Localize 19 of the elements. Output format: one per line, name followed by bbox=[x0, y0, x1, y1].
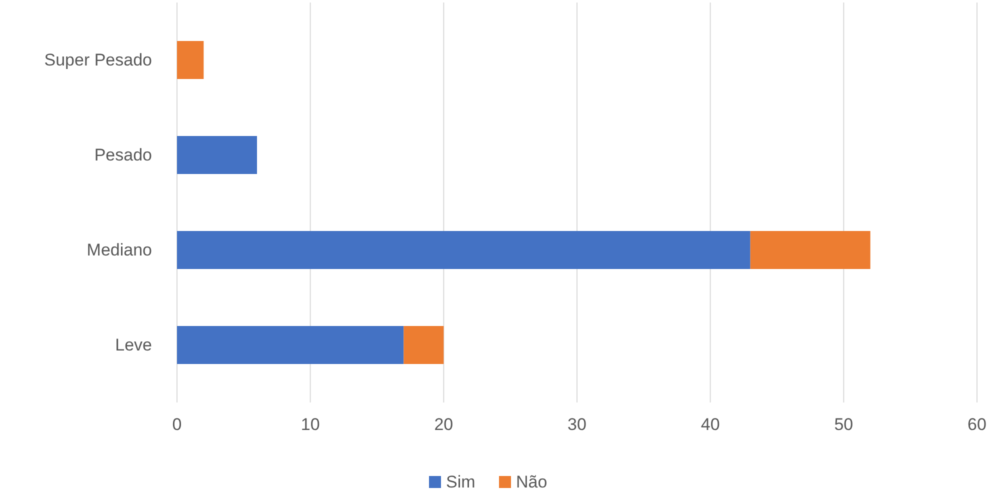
y-tick-label: Leve bbox=[115, 336, 152, 354]
legend-label: Não bbox=[516, 472, 548, 492]
bar bbox=[177, 326, 404, 364]
x-tick-label: 10 bbox=[300, 415, 320, 434]
x-tick-label: 0 bbox=[172, 415, 182, 434]
x-tick-label: 30 bbox=[568, 415, 586, 434]
x-tick-label: 60 bbox=[968, 415, 986, 434]
bar bbox=[177, 231, 750, 269]
y-tick-label: Pesado bbox=[94, 146, 152, 164]
y-tick-label: Super Pesado bbox=[44, 50, 152, 70]
x-tick-label: 50 bbox=[834, 415, 854, 434]
x-tick-label: 40 bbox=[700, 415, 720, 434]
bar bbox=[404, 326, 444, 364]
y-tick-label: Mediano bbox=[86, 240, 152, 260]
bar bbox=[177, 136, 257, 174]
bar bbox=[177, 41, 204, 79]
bar bbox=[750, 231, 870, 269]
legend-label: Sim bbox=[446, 472, 476, 492]
x-tick-label: 20 bbox=[434, 415, 454, 434]
